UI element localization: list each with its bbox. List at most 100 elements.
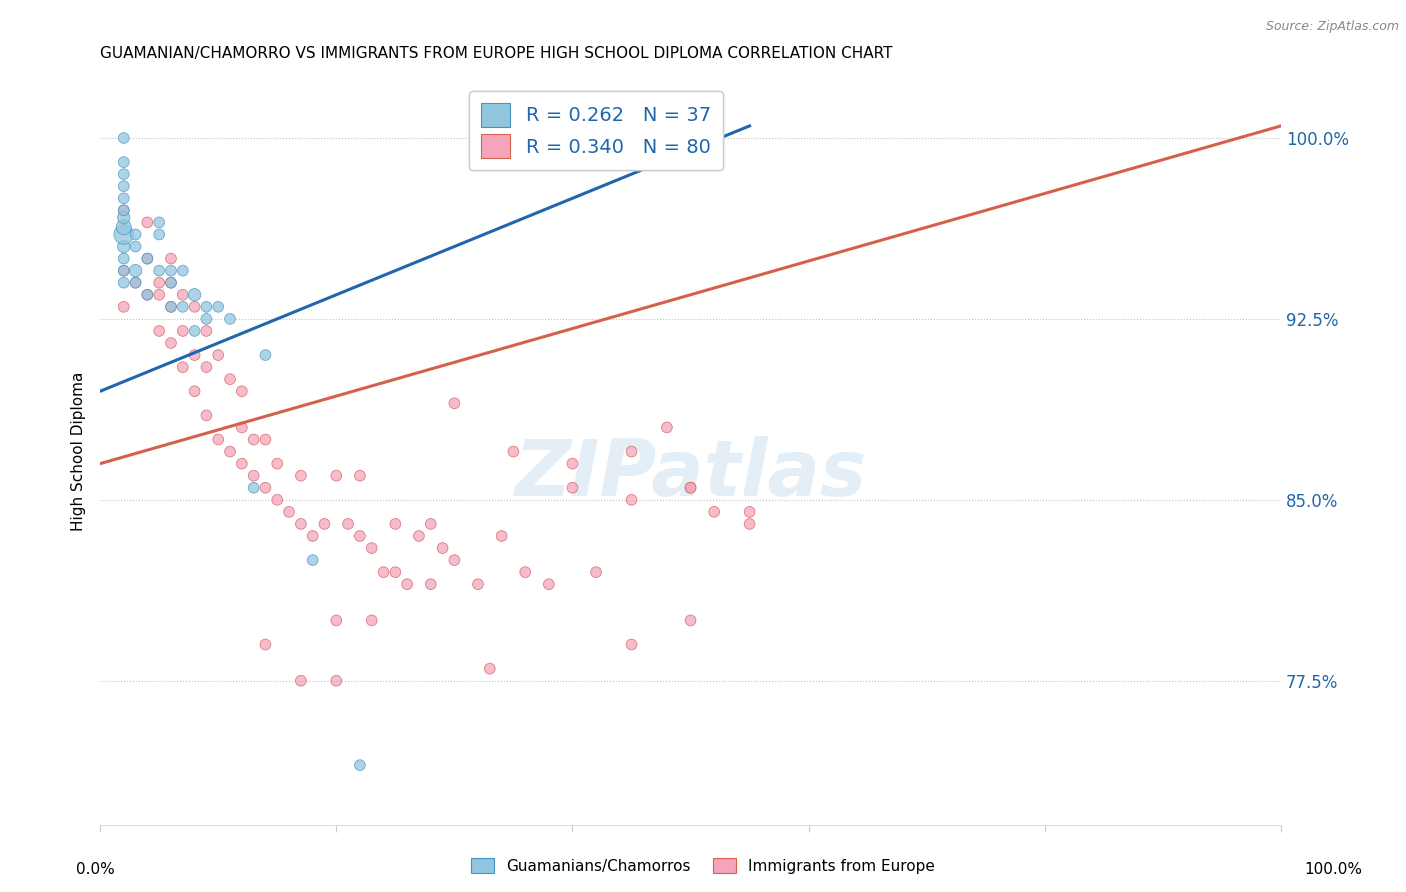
Point [207, 433, 229, 447]
Point [419, 516, 441, 531]
Point [254, 348, 277, 362]
Point [183, 384, 205, 399]
Point [112, 252, 135, 266]
Point [254, 481, 277, 495]
Point [112, 131, 135, 145]
Y-axis label: High School Diploma: High School Diploma [72, 372, 86, 532]
Point [172, 300, 194, 314]
Point [620, 444, 643, 458]
Point [384, 516, 406, 531]
Point [290, 468, 312, 483]
Point [242, 433, 264, 447]
Point [408, 529, 430, 543]
Point [219, 444, 242, 458]
Point [160, 336, 183, 351]
Point [160, 263, 183, 277]
Point [373, 565, 395, 579]
Point [207, 300, 229, 314]
Point [112, 276, 135, 290]
Point [219, 311, 242, 326]
Point [112, 300, 135, 314]
Point [219, 372, 242, 386]
Point [349, 529, 371, 543]
Text: 0.0%: 0.0% [76, 863, 115, 877]
Point [172, 263, 194, 277]
Point [136, 252, 159, 266]
Point [396, 577, 419, 591]
Point [337, 516, 360, 531]
Point [325, 614, 347, 628]
Point [195, 300, 218, 314]
Point [124, 276, 146, 290]
Point [679, 481, 702, 495]
Legend: R = 0.262   N = 37, R = 0.340   N = 80: R = 0.262 N = 37, R = 0.340 N = 80 [470, 91, 723, 169]
Point [124, 227, 146, 242]
Point [301, 529, 323, 543]
Point [254, 638, 277, 652]
Point [112, 263, 135, 277]
Point [112, 211, 135, 225]
Point [679, 614, 702, 628]
Point [124, 239, 146, 253]
Point [314, 516, 336, 531]
Point [195, 360, 218, 375]
Point [231, 384, 253, 399]
Point [231, 420, 253, 434]
Point [112, 203, 135, 218]
Point [124, 276, 146, 290]
Point [242, 468, 264, 483]
Point [136, 215, 159, 229]
Point [585, 565, 607, 579]
Point [160, 300, 183, 314]
Point [183, 348, 205, 362]
Point [112, 155, 135, 169]
Legend: Guamanians/Chamorros, Immigrants from Europe: Guamanians/Chamorros, Immigrants from Eu… [464, 852, 942, 880]
Point [703, 505, 725, 519]
Point [467, 577, 489, 591]
Point [183, 300, 205, 314]
Point [384, 565, 406, 579]
Point [242, 481, 264, 495]
Point [112, 179, 135, 194]
Point [231, 457, 253, 471]
Point [620, 638, 643, 652]
Point [738, 505, 761, 519]
Point [172, 324, 194, 338]
Point [290, 516, 312, 531]
Point [195, 324, 218, 338]
Point [160, 276, 183, 290]
Point [148, 263, 170, 277]
Point [515, 565, 537, 579]
Point [160, 252, 183, 266]
Point [136, 287, 159, 301]
Point [124, 263, 146, 277]
Point [478, 662, 501, 676]
Text: GUAMANIAN/CHAMORRO VS IMMIGRANTS FROM EUROPE HIGH SCHOOL DIPLOMA CORRELATION CHA: GUAMANIAN/CHAMORRO VS IMMIGRANTS FROM EU… [100, 46, 893, 62]
Point [195, 311, 218, 326]
Point [266, 457, 288, 471]
Point [738, 516, 761, 531]
Text: 100.0%: 100.0% [1303, 863, 1362, 877]
Point [301, 553, 323, 567]
Point [443, 553, 465, 567]
Point [112, 239, 135, 253]
Point [620, 492, 643, 507]
Point [290, 673, 312, 688]
Point [266, 492, 288, 507]
Point [112, 167, 135, 181]
Point [278, 505, 301, 519]
Point [148, 324, 170, 338]
Point [502, 444, 524, 458]
Point [419, 577, 441, 591]
Point [207, 348, 229, 362]
Point [148, 276, 170, 290]
Text: Source: ZipAtlas.com: Source: ZipAtlas.com [1265, 20, 1399, 33]
Point [349, 468, 371, 483]
Point [325, 468, 347, 483]
Point [112, 227, 135, 242]
Point [160, 276, 183, 290]
Point [112, 220, 135, 235]
Point [195, 409, 218, 423]
Point [561, 481, 583, 495]
Point [148, 227, 170, 242]
